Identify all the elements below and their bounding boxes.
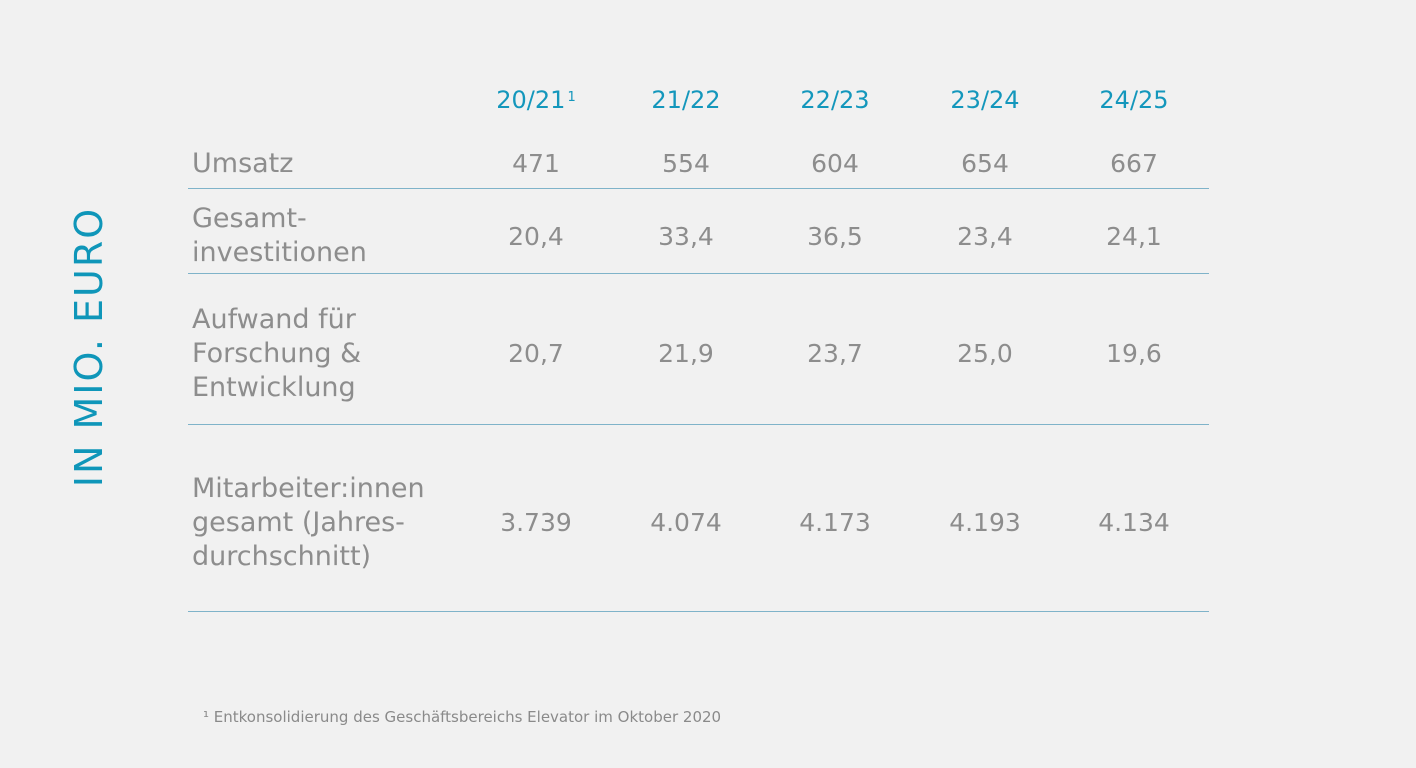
row-label-gesamtinvestitionen: Gesamt- investitionen <box>192 203 367 268</box>
row-label-forschung: Aufwand für Forschung & Entwicklung <box>192 304 362 403</box>
table-cell: 554 <box>662 149 710 178</box>
column-header-label: 20/21 <box>496 86 566 114</box>
table-cell: 33,4 <box>658 222 714 251</box>
row-label-mitarbeiter: Mitarbeiter:innen gesamt (Jahres- durchs… <box>192 473 425 572</box>
table-cell: 19,6 <box>1106 339 1162 368</box>
row-divider <box>188 424 1209 425</box>
footnote: ¹ Entkonsolidierung des Geschäftsbereich… <box>203 708 722 726</box>
column-header-2223: 22/23 <box>800 86 870 114</box>
unit-label: IN MIO. EURO <box>67 206 111 488</box>
table-cell: 23,4 <box>957 222 1013 251</box>
table-cell: 20,4 <box>508 222 564 251</box>
table-cell: 4.193 <box>949 508 1021 537</box>
table-cell: 20,7 <box>508 339 564 368</box>
column-header-2021: 20/21 1 <box>466 86 606 114</box>
table-cell: 604 <box>811 149 859 178</box>
table-cell: 24,1 <box>1106 222 1162 251</box>
column-header-2324: 23/24 <box>950 86 1020 114</box>
column-header-2122: 21/22 <box>651 86 721 114</box>
column-header-2425: 24/25 <box>1099 86 1169 114</box>
table-cell: 4.173 <box>799 508 871 537</box>
table-cell: 4.134 <box>1098 508 1170 537</box>
row-divider <box>188 273 1209 274</box>
table-cell: 25,0 <box>957 339 1013 368</box>
table-cell: 21,9 <box>658 339 714 368</box>
table-cell: 3.739 <box>500 508 572 537</box>
row-label-umsatz: Umsatz <box>192 148 294 179</box>
row-divider <box>188 188 1209 189</box>
table-cell: 4.074 <box>650 508 722 537</box>
table-cell: 471 <box>512 149 560 178</box>
footnote-marker: 1 <box>567 90 576 105</box>
table-cell: 23,7 <box>807 339 863 368</box>
table-cell: 36,5 <box>807 222 863 251</box>
row-divider <box>188 611 1209 612</box>
table-cell: 667 <box>1110 149 1158 178</box>
table-cell: 654 <box>961 149 1009 178</box>
